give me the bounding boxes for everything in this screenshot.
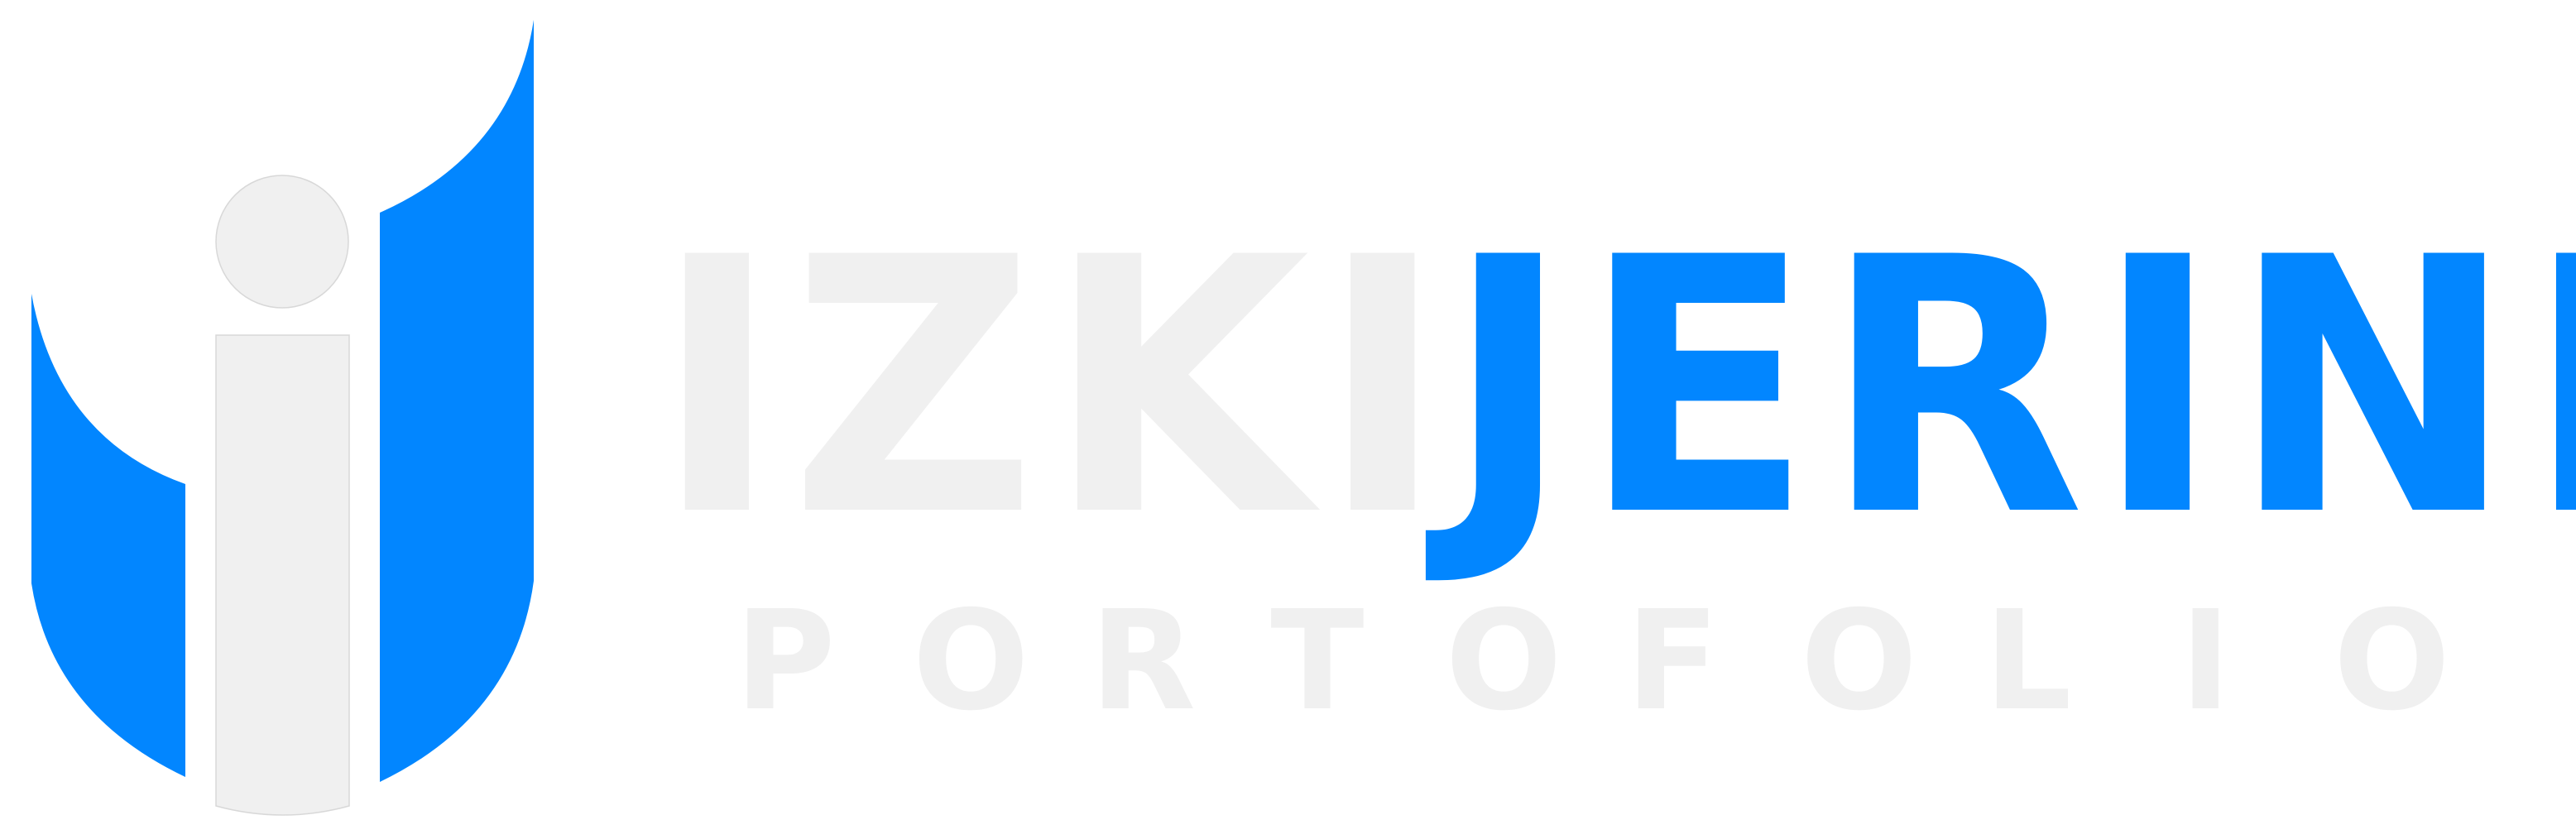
tagline: P O R T O F O L I O: [735, 604, 2433, 720]
tagline-letter: O: [1801, 593, 1900, 731]
emblem-dot: [216, 175, 348, 308]
tagline-letter: O: [913, 593, 1012, 731]
brand-name-part-2: JERINK: [1445, 213, 2576, 565]
tagline-letter: T: [1268, 593, 1367, 731]
brand-name-part-1: IZKI: [654, 213, 1456, 565]
tagline-letter: O: [2334, 593, 2433, 731]
tagline-letter: F: [1623, 593, 1722, 731]
emblem-left-bar: [31, 294, 185, 777]
emblem-center-stem: [216, 335, 349, 815]
tagline-letter: I: [2156, 593, 2255, 731]
emblem-right-bar: [380, 20, 534, 782]
tagline-letter: O: [1446, 593, 1545, 731]
brand-emblem-icon: [0, 0, 579, 820]
tagline-letter: P: [735, 593, 834, 731]
tagline-letter: L: [1979, 593, 2078, 731]
tagline-letter: R: [1090, 593, 1189, 731]
brand-wordmark: IZKI JERINK: [654, 248, 2576, 530]
